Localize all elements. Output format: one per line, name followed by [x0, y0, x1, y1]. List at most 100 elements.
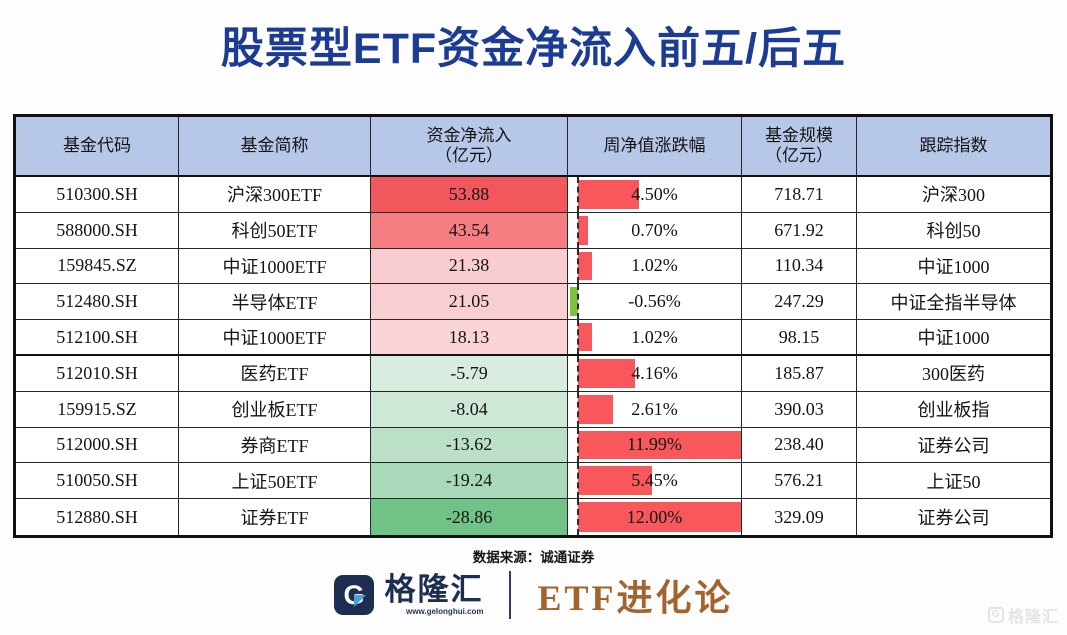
- fund-size-cell: 671.92: [742, 212, 857, 249]
- weekly-change-cell: 0.70%: [568, 212, 742, 249]
- net-inflow-cell: -5.79: [371, 355, 568, 392]
- fund-code-cell: 512010.SH: [16, 355, 179, 392]
- fund-size-cell: 576.21: [742, 463, 857, 500]
- tracking-index-cell: 沪深300: [857, 177, 1050, 213]
- net-inflow-cell: -28.86: [371, 499, 568, 535]
- fund-size-cell: 110.34: [742, 248, 857, 285]
- fund-code-cell: 512100.SH: [16, 320, 179, 356]
- positive-change-databar: [578, 394, 613, 424]
- fund-code-cell: 512480.SH: [16, 284, 179, 321]
- positive-change-databar: [578, 323, 592, 351]
- weekly-change-cell: 11.99%: [568, 427, 742, 464]
- fund-name-cell: 沪深300ETF: [179, 177, 371, 213]
- weekly-change-value: 11.99%: [627, 434, 682, 455]
- footer-brand-bar: G 格隆汇 www.gelonghui.com ETF进化论: [0, 569, 1067, 621]
- fund-name-cell: 中证1000ETF: [179, 320, 371, 356]
- data-source-note: 数据来源：诚通证券: [472, 550, 595, 565]
- fund-name-cell: 证券ETF: [179, 499, 371, 535]
- fund-name-cell: 半导体ETF: [179, 284, 371, 321]
- fund-size-cell: 238.40: [742, 427, 857, 464]
- fund-name-cell: 中证1000ETF: [179, 248, 371, 285]
- fund-code-cell: 512880.SH: [16, 499, 179, 535]
- brand-text-block: 格隆汇 www.gelonghui.com: [384, 574, 483, 616]
- weekly-change-cell: -0.56%: [568, 284, 742, 321]
- fund-code-cell: 159915.SZ: [16, 391, 179, 428]
- weekly-change-cell: 1.02%: [568, 320, 742, 356]
- fund-code-cell: 588000.SH: [16, 212, 179, 249]
- positive-change-databar: [578, 251, 592, 281]
- header-weekly-change: 周净值涨跌幅: [568, 117, 742, 177]
- fund-size-cell: 185.87: [742, 355, 857, 392]
- net-inflow-cell: 21.38: [371, 248, 568, 285]
- weekly-change-cell: 4.16%: [568, 355, 742, 392]
- fund-name-cell: 科创50ETF: [179, 212, 371, 249]
- zero-axis-dashed-line: [577, 427, 579, 463]
- tracking-index-cell: 证券公司: [857, 499, 1050, 535]
- positive-change-databar: [578, 430, 741, 460]
- net-inflow-cell: -13.62: [371, 427, 568, 464]
- positive-change-databar: [578, 358, 635, 388]
- weekly-change-cell: 5.45%: [568, 463, 742, 500]
- net-inflow-cell: 18.13: [371, 320, 568, 356]
- zero-axis-dashed-line: [577, 320, 579, 354]
- header-fund-code: 基金代码: [16, 117, 179, 177]
- weekly-change-value: 4.16%: [631, 362, 678, 383]
- weekly-change-value: 2.61%: [631, 398, 678, 419]
- zero-axis-dashed-line: [577, 499, 579, 535]
- fund-code-cell: 512000.SH: [16, 427, 179, 464]
- zero-axis-dashed-line: [577, 212, 579, 248]
- fund-size-cell: 329.09: [742, 499, 857, 535]
- positive-change-databar: [578, 466, 652, 496]
- weekly-change-value: 0.70%: [631, 219, 678, 240]
- fund-size-cell: 718.71: [742, 177, 857, 213]
- positive-change-databar: [578, 502, 741, 532]
- tracking-index-cell: 证券公司: [857, 427, 1050, 464]
- fund-size-cell: 247.29: [742, 284, 857, 321]
- header-fund-name: 基金简称: [179, 117, 371, 177]
- net-inflow-cell: -8.04: [371, 391, 568, 428]
- brand-url: www.gelonghui.com: [406, 607, 484, 616]
- weekly-change-value: 12.00%: [626, 506, 683, 527]
- weekly-change-cell: 4.50%: [568, 177, 742, 213]
- net-inflow-cell: 21.05: [371, 284, 568, 321]
- page-title: 股票型ETF资金净流入前五/后五: [220, 25, 847, 73]
- tracking-index-cell: 300医药: [857, 355, 1050, 392]
- etf-flow-table: 基金代码 基金简称 资金净流入 （亿元） 周净值涨跌幅 基金规模 （亿元） 跟踪…: [13, 114, 1053, 538]
- header-net-inflow: 资金净流入 （亿元）: [371, 117, 568, 177]
- negative-change-databar: [570, 287, 578, 317]
- zero-axis-dashed-line: [577, 463, 579, 499]
- net-inflow-cell: 43.54: [371, 212, 568, 249]
- watermark-label: 格隆汇: [1007, 609, 1059, 626]
- header-tracking-index: 跟踪指数: [857, 117, 1050, 177]
- fund-name-cell: 医药ETF: [179, 355, 371, 392]
- brand-name: 格隆汇: [384, 572, 484, 607]
- fund-code-cell: 510050.SH: [16, 463, 179, 500]
- watermark-logo: G 格隆汇: [987, 603, 1059, 627]
- zero-axis-dashed-line: [577, 355, 579, 391]
- fund-code-cell: 159845.SZ: [16, 248, 179, 285]
- net-inflow-cell: 53.88: [371, 177, 568, 213]
- tracking-index-cell: 创业板指: [857, 391, 1050, 428]
- tracking-index-cell: 中证1000: [857, 320, 1050, 356]
- positive-change-databar: [578, 180, 639, 209]
- tracking-index-cell: 中证全指半导体: [857, 284, 1050, 321]
- header-fund-size: 基金规模 （亿元）: [742, 117, 857, 177]
- weekly-change-value: 1.02%: [631, 326, 678, 347]
- net-inflow-cell: -19.24: [371, 463, 568, 500]
- tracking-index-cell: 上证50: [857, 463, 1050, 500]
- fund-size-cell: 98.15: [742, 320, 857, 356]
- weekly-change-value: 5.45%: [631, 470, 678, 491]
- fund-size-cell: 390.03: [742, 391, 857, 428]
- tracking-index-cell: 科创50: [857, 212, 1050, 249]
- zero-axis-dashed-line: [577, 248, 579, 284]
- fund-name-cell: 创业板ETF: [179, 391, 371, 428]
- weekly-change-value: 1.02%: [631, 255, 678, 276]
- brand-slogan: ETF进化论: [537, 578, 734, 618]
- weekly-change-value: -0.56%: [628, 291, 681, 312]
- weekly-change-cell: 2.61%: [568, 391, 742, 428]
- weekly-change-value: 4.50%: [631, 183, 678, 204]
- zero-axis-dashed-line: [577, 177, 579, 212]
- fund-name-cell: 券商ETF: [179, 427, 371, 464]
- tracking-index-cell: 中证1000: [857, 248, 1050, 285]
